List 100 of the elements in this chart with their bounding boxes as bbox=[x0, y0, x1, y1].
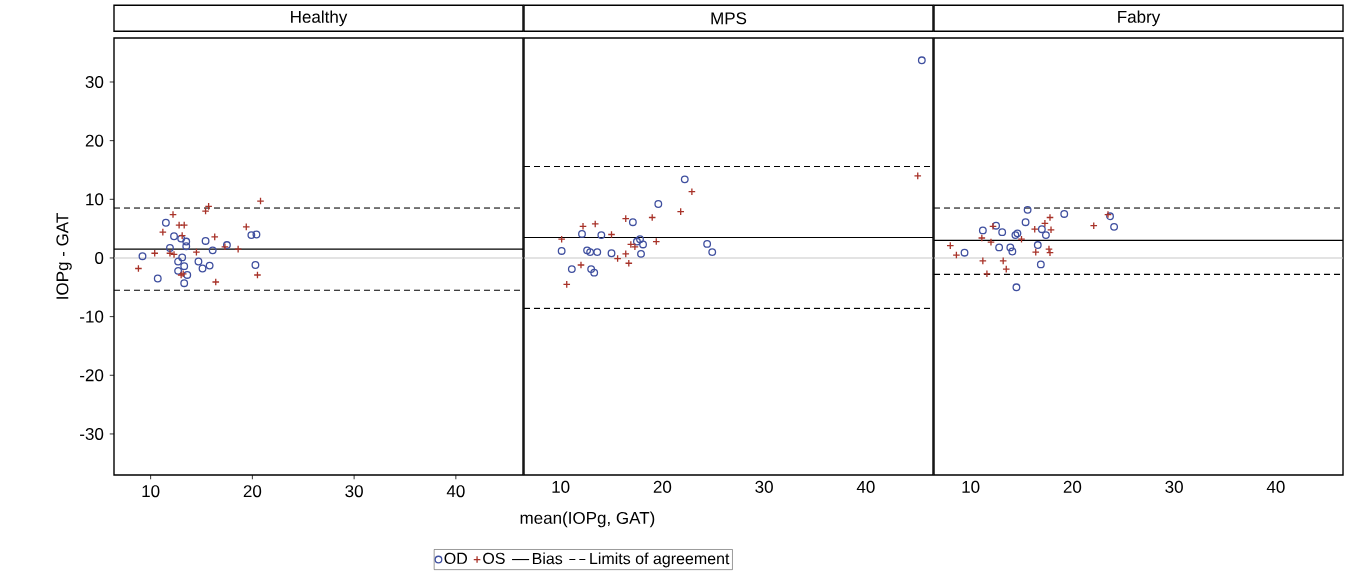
point bbox=[247, 231, 256, 240]
point bbox=[978, 226, 987, 235]
point bbox=[1008, 247, 1017, 256]
point bbox=[1060, 210, 1069, 218]
point bbox=[703, 239, 712, 248]
point bbox=[637, 249, 645, 258]
point bbox=[1031, 248, 1040, 257]
point bbox=[578, 229, 586, 238]
point bbox=[1047, 225, 1055, 234]
point bbox=[632, 237, 641, 246]
point bbox=[242, 222, 251, 231]
point bbox=[180, 221, 189, 230]
point bbox=[680, 175, 689, 184]
point bbox=[577, 261, 585, 269]
x-tick-label: 30 bbox=[755, 480, 773, 493]
point bbox=[166, 244, 174, 252]
point bbox=[583, 246, 592, 255]
point bbox=[579, 222, 587, 231]
legend-label: Bias bbox=[532, 552, 563, 565]
point bbox=[138, 252, 147, 261]
legend-label: OD bbox=[444, 552, 467, 565]
point bbox=[192, 248, 201, 257]
x-tick-label: 40 bbox=[1266, 480, 1285, 493]
point bbox=[621, 249, 630, 258]
x-axis-title: mean(IOPg, GAT) bbox=[520, 511, 655, 528]
x-tick-label: 40 bbox=[446, 485, 465, 498]
chart-title: MPS bbox=[711, 12, 747, 25]
x-tick-label: 10 bbox=[962, 480, 980, 493]
y-tick-label: 30 bbox=[85, 75, 104, 89]
point bbox=[175, 221, 184, 230]
point bbox=[211, 278, 220, 286]
point bbox=[987, 238, 995, 247]
x-tick-label: 30 bbox=[1165, 480, 1183, 493]
point bbox=[708, 248, 717, 257]
point bbox=[960, 248, 969, 257]
point bbox=[917, 56, 926, 65]
chart-title: Fabry bbox=[1118, 10, 1161, 27]
y-axis-title: IOPg - GAT bbox=[56, 213, 72, 299]
point bbox=[234, 245, 243, 254]
point bbox=[1021, 218, 1030, 227]
point bbox=[174, 266, 183, 275]
point bbox=[194, 257, 203, 266]
point bbox=[256, 197, 265, 206]
point bbox=[593, 248, 602, 257]
point bbox=[205, 261, 214, 270]
point bbox=[174, 257, 183, 266]
point bbox=[978, 256, 987, 265]
point bbox=[992, 221, 1001, 230]
legend-label: Limits of agreement bbox=[590, 552, 730, 568]
point bbox=[590, 268, 599, 277]
point bbox=[952, 251, 961, 259]
point bbox=[567, 265, 576, 274]
point bbox=[201, 207, 210, 215]
point bbox=[687, 187, 696, 196]
point bbox=[607, 249, 616, 258]
point bbox=[1036, 260, 1045, 269]
point bbox=[169, 210, 177, 219]
point bbox=[1023, 205, 1032, 214]
point bbox=[253, 271, 262, 279]
y-tick-label: -20 bbox=[80, 369, 104, 382]
point bbox=[251, 261, 260, 269]
y-tick-label: 10 bbox=[86, 193, 104, 206]
x-tick-label: 10 bbox=[142, 485, 160, 498]
point bbox=[999, 256, 1008, 265]
y-tick-label: -10 bbox=[80, 310, 104, 323]
point bbox=[252, 230, 261, 239]
point bbox=[183, 271, 192, 279]
point bbox=[198, 264, 207, 273]
point bbox=[201, 237, 210, 245]
point bbox=[654, 200, 663, 208]
x-tick-label: 20 bbox=[1063, 480, 1082, 493]
point bbox=[586, 248, 595, 257]
point bbox=[557, 246, 566, 255]
point bbox=[1033, 241, 1042, 250]
point bbox=[170, 250, 178, 259]
point bbox=[166, 249, 174, 258]
point bbox=[178, 253, 187, 262]
point bbox=[998, 228, 1007, 237]
point bbox=[995, 243, 1004, 252]
point bbox=[153, 274, 162, 283]
point bbox=[1041, 231, 1050, 240]
point bbox=[1012, 283, 1021, 292]
x-tick-label: 20 bbox=[243, 485, 262, 498]
point bbox=[1037, 225, 1046, 234]
point bbox=[639, 240, 647, 249]
point bbox=[1006, 243, 1015, 252]
point bbox=[182, 242, 191, 251]
point bbox=[1040, 219, 1049, 228]
point bbox=[180, 279, 189, 288]
chart-title: Healthy bbox=[291, 10, 348, 27]
point bbox=[1002, 265, 1011, 274]
y-tick-label: -30 bbox=[80, 427, 104, 440]
point bbox=[597, 231, 606, 240]
x-tick-label: 20 bbox=[653, 480, 672, 493]
point bbox=[636, 235, 644, 244]
x-tick-label: 10 bbox=[552, 480, 570, 493]
point bbox=[591, 219, 600, 228]
point bbox=[161, 218, 170, 227]
y-tick-label: 0 bbox=[95, 251, 104, 264]
point bbox=[208, 246, 217, 255]
